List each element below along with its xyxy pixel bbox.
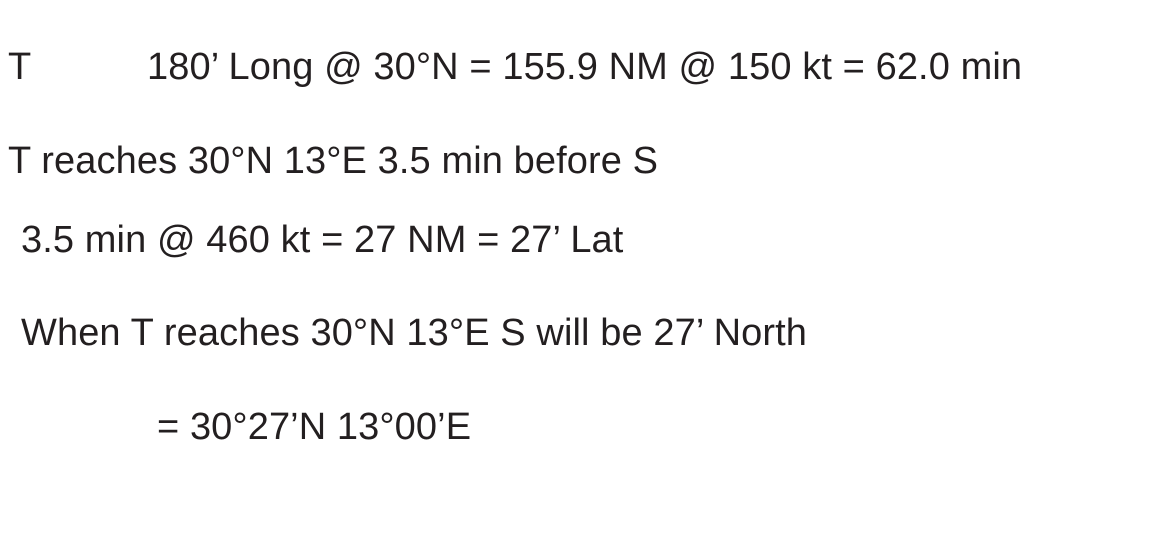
line-1-label: T bbox=[8, 46, 32, 88]
line-4-statement: When T reaches 30°N 13°E S will be 27’ N… bbox=[21, 312, 808, 354]
line-1-calculation: 180’ Long @ 30°N = 155.9 NM @ 150 kt = 6… bbox=[147, 46, 1023, 88]
line-2-statement: T reaches 30°N 13°E 3.5 min before S bbox=[8, 140, 659, 182]
line-3-calculation: 3.5 min @ 460 kt = 27 NM = 27’ Lat bbox=[21, 219, 624, 261]
line-5-result: = 30°27’N 13°00’E bbox=[157, 406, 472, 448]
